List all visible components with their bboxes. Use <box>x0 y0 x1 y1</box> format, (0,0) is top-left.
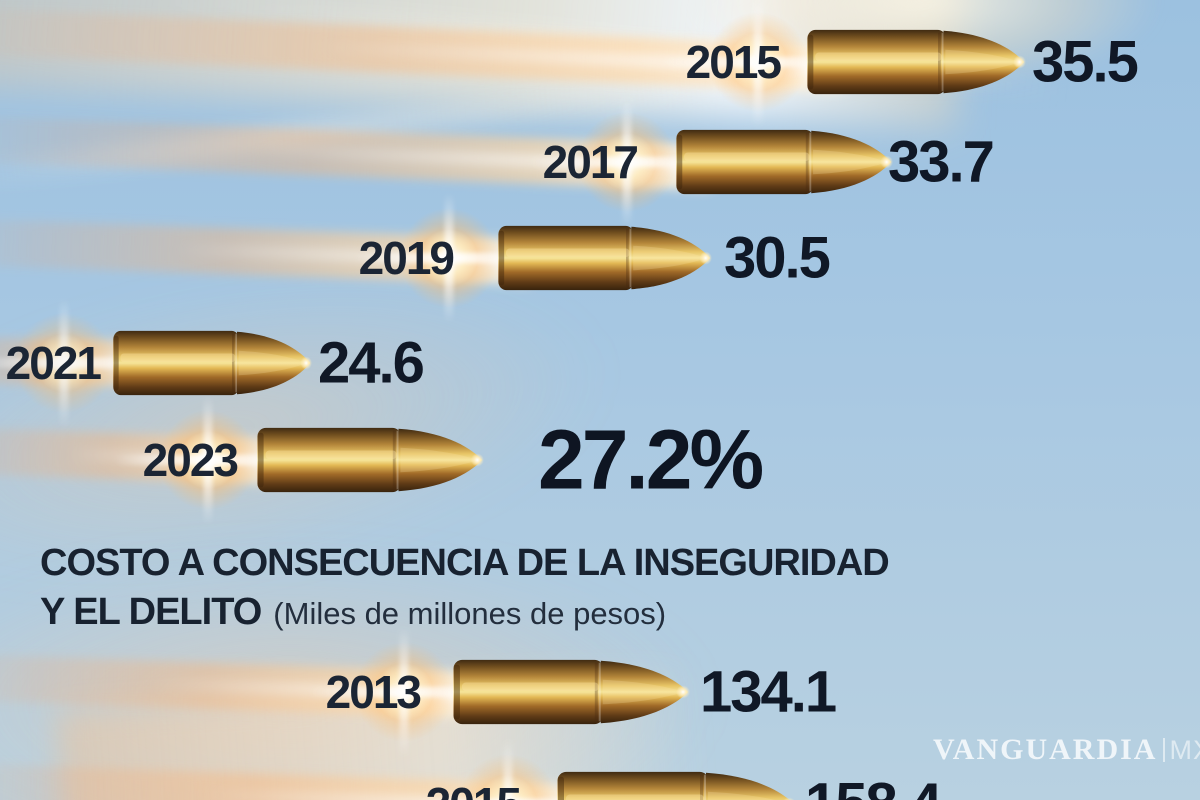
bullet-row: 2019 30.5 <box>0 206 1200 310</box>
bullet-row: 2023 27.2% <box>0 408 1200 512</box>
bullet-row: 2015 158.4 <box>0 752 1200 800</box>
brand-name: VANGUARDIA <box>933 733 1158 766</box>
value-label: 33.7 <box>888 129 995 195</box>
value-label: 35.5 <box>1032 29 1139 95</box>
value-label: 134.1 <box>700 659 837 725</box>
bullet-row: 2015 35.5 <box>0 6 1200 114</box>
year-label: 2015 <box>426 777 522 800</box>
year-label: 2019 <box>358 232 455 284</box>
value-label: 27.2% <box>538 412 764 507</box>
flash-flare-icon <box>158 410 258 510</box>
brand-divider <box>1163 738 1166 762</box>
section-title: COSTO A CONSECUENCIA DE LA INSEGURIDAD Y… <box>40 541 890 634</box>
bullet-icon <box>807 29 1026 95</box>
bullet-row: 2017 33.7 <box>0 110 1200 214</box>
bullet-row: 2021 24.6 <box>0 311 1200 415</box>
brand-region: MX <box>1169 734 1200 765</box>
year-label: 2015 <box>685 36 782 88</box>
flash-flare-icon <box>399 208 499 308</box>
value-label: 30.5 <box>724 225 831 291</box>
bullet-icon <box>113 330 312 396</box>
bullet-icon <box>257 427 484 493</box>
bullet-icon <box>498 225 712 291</box>
section-title-line1: COSTO A CONSECUENCIA DE LA INSEGURIDAD <box>40 542 890 584</box>
section-title-line2: Y EL DELITO <box>40 591 262 633</box>
year-label: 2023 <box>142 434 239 486</box>
flash-flare-icon <box>577 112 677 212</box>
value-label: 158.4 <box>805 771 942 800</box>
value-label: 24.6 <box>318 330 425 396</box>
brand-watermark: VANGUARDIA MX <box>933 733 1200 767</box>
bullet-icon <box>453 659 690 725</box>
year-label: 2017 <box>542 136 639 188</box>
bullet-row: 2013 134.1 <box>0 640 1200 744</box>
section-title-unit-note: (Miles de millones de pesos) <box>273 596 667 631</box>
bullet-icon <box>676 129 893 195</box>
year-label: 2021 <box>5 337 102 389</box>
flash-flare-icon <box>14 313 114 413</box>
year-label: 2013 <box>325 666 422 718</box>
bullet-icon <box>557 771 796 800</box>
